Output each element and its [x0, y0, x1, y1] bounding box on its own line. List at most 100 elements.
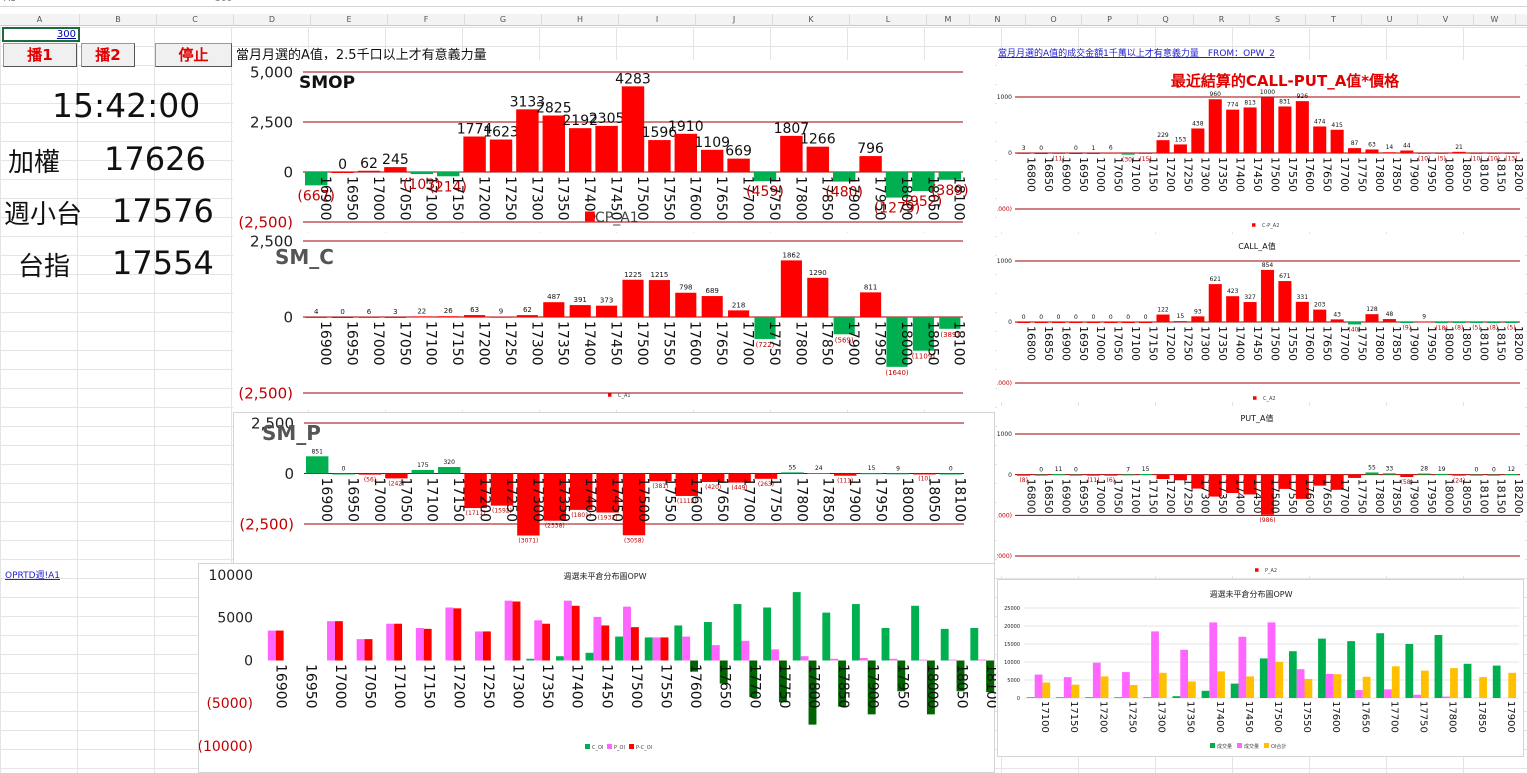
data-label: 438: [1192, 120, 1204, 127]
column-header[interactable]: C: [157, 14, 234, 26]
chart-bar: [808, 660, 817, 725]
chart-bar: [832, 172, 856, 182]
column-header[interactable]: T: [1306, 14, 1362, 26]
y-tick-label: 0: [1008, 472, 1012, 479]
chart-bar: [1417, 473, 1431, 475]
column-header[interactable]: N: [970, 14, 1026, 26]
chart-bar: [800, 656, 809, 661]
y-tick-label: 0: [1008, 150, 1012, 157]
column-header[interactable]: D: [234, 14, 311, 26]
column-header[interactable]: S: [1250, 14, 1306, 26]
column-header[interactable]: I: [619, 14, 696, 26]
chart-bar: [1143, 697, 1152, 698]
chart-bar: [1400, 322, 1414, 323]
column-header[interactable]: K: [773, 14, 850, 26]
chart-put-a[interactable]: 10000(1000)(2000)(8)16800016850111690001…: [992, 406, 1525, 576]
chart-bar: [1330, 319, 1344, 322]
x-tick-label: 17950: [894, 664, 910, 709]
chart-bar: [1034, 322, 1048, 323]
stop-button[interactable]: 停止: [155, 43, 232, 67]
x-tick-label: 17300: [528, 321, 544, 366]
chart-smop[interactable]: 5,000 2,500 0 (2,500) (667) 16900 0 16950 62 1700…: [233, 60, 995, 232]
chart-bar: [912, 172, 935, 192]
data-label: (722): [756, 341, 775, 349]
formula-bar[interactable]: A1 300: [0, 0, 1527, 7]
column-header[interactable]: F: [388, 14, 465, 26]
x-tick-label: 18100: [1477, 479, 1490, 514]
column-header[interactable]: A: [0, 14, 80, 26]
chart-call-a[interactable]: 10000(1000)01680001685001690001695001700…: [992, 234, 1525, 402]
data-label: (56): [364, 477, 376, 484]
x-tick-label: 17200: [1164, 157, 1177, 192]
data-label: (1711): [466, 510, 486, 517]
chart-bar: [1382, 152, 1396, 154]
x-tick-label: 17550: [1286, 326, 1299, 361]
chart-bar: [1208, 99, 1222, 153]
column-header[interactable]: O: [1026, 14, 1082, 26]
column-header[interactable]: J: [696, 14, 773, 26]
link-opw2[interactable]: 當月月選的A值的成交金額1千萬以上才有意義力量 FROM：OPW_2: [998, 49, 1275, 59]
x-tick-label: 17600: [687, 664, 703, 709]
x-tick-label: 18200: [1512, 326, 1525, 361]
column-header[interactable]: W: [1474, 14, 1516, 26]
y-tick-label: (5000): [206, 696, 253, 712]
chart-oi-monthly[interactable]: 25000 20000 15000 10000 5000 0 17100 17150 17200…: [997, 579, 1524, 757]
link-oprtd[interactable]: OPRTD週!A1: [5, 571, 61, 581]
formula-input[interactable]: 300: [215, 0, 232, 4]
chart-call-put-value[interactable]: 10000(1000)316800016850(11)1690001695011…: [992, 60, 1525, 232]
play2-button[interactable]: 播2: [81, 43, 135, 67]
legend-marker: [629, 744, 634, 749]
chart-bar: [652, 637, 661, 661]
data-label: (420): [705, 484, 721, 491]
x-tick-label: 16800: [1025, 326, 1038, 361]
x-tick-label: 17500: [635, 478, 651, 523]
x-tick-label: 17950: [873, 478, 889, 523]
selected-cell-a1[interactable]: 300: [2, 27, 80, 42]
y-tick-label: 2,500: [250, 233, 293, 250]
column-header[interactable]: U: [1362, 14, 1418, 26]
column-header[interactable]: M: [927, 14, 970, 26]
column-header[interactable]: R: [1194, 14, 1250, 26]
column-header[interactable]: H: [542, 14, 619, 26]
column-header[interactable]: G: [465, 14, 542, 26]
data-label: (5): [1507, 324, 1516, 331]
chart-bar: [986, 660, 995, 693]
x-tick-label: 16850: [1042, 157, 1055, 192]
data-label: (58): [1401, 479, 1413, 486]
name-box[interactable]: A1: [4, 0, 16, 4]
column-header[interactable]: V: [1418, 14, 1474, 26]
column-header[interactable]: L: [850, 14, 927, 26]
data-label: 811: [864, 283, 877, 291]
play1-button[interactable]: 播1: [3, 43, 77, 67]
quote-label: 台指: [18, 252, 71, 282]
column-header[interactable]: Q: [1138, 14, 1194, 26]
column-header[interactable]: B: [80, 14, 157, 26]
x-tick-label: 17850: [820, 478, 836, 523]
chart-bar: [1354, 690, 1363, 698]
data-label: 55: [789, 464, 797, 471]
chart-bar: [517, 473, 540, 536]
column-header[interactable]: P: [1082, 14, 1138, 26]
chart-sm-c[interactable]: 2,500 0 (2,500) 4 16900 0 16950 6 17000 3 17050 22 1…: [233, 232, 995, 410]
data-label: 1807: [774, 121, 810, 137]
chart-bar: [275, 630, 284, 661]
x-tick-label: 16800: [1025, 479, 1038, 514]
chart-bar: [675, 473, 699, 496]
x-tick-label: 17950: [872, 176, 888, 221]
data-label: 1290: [809, 269, 827, 277]
chart-oi-weekly[interactable]: 10000 5000 0 (5000) (10000) 16900 16950 17000 17…: [198, 563, 999, 773]
chart-bar: [445, 607, 454, 661]
data-label: 960: [1210, 91, 1222, 98]
chart-sm-p[interactable]: 2,500 0 (2,500) 851 16900 0 16950 (56) 17000 (242…: [233, 412, 995, 567]
chart-bar: [919, 659, 927, 661]
legend-label: P_OI: [614, 745, 625, 751]
data-label: 0: [1074, 467, 1078, 474]
x-tick-label: 17650: [714, 478, 730, 523]
data-label: 0: [1109, 314, 1113, 321]
x-tick-label: 17450: [1243, 701, 1254, 733]
x-tick-label: 18050: [925, 478, 941, 523]
column-header[interactable]: E: [311, 14, 388, 26]
chart-bar: [358, 316, 380, 318]
x-tick-label: 17100: [1039, 701, 1050, 733]
